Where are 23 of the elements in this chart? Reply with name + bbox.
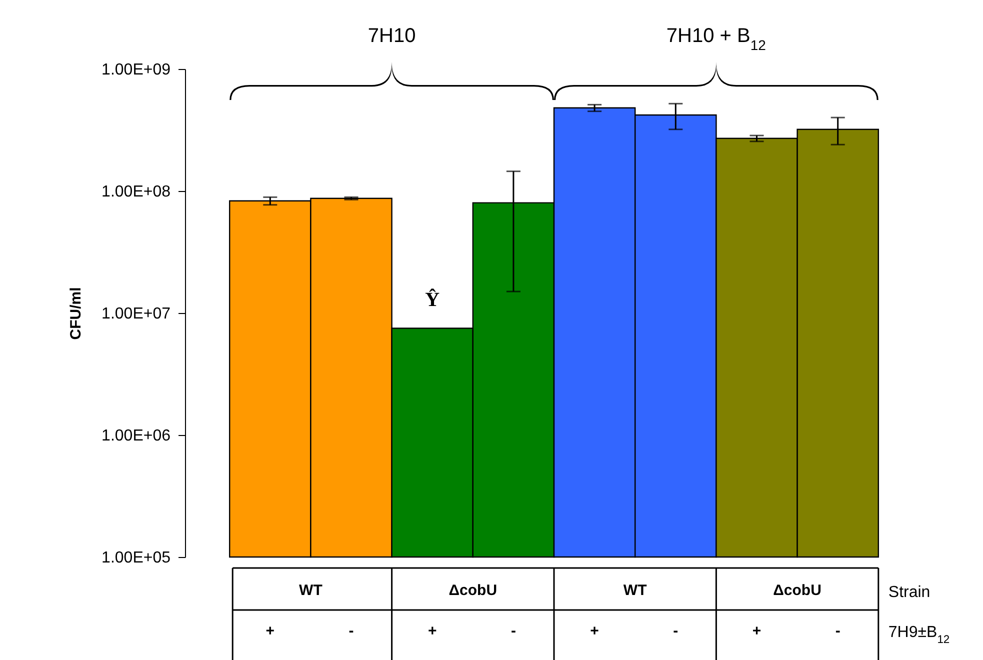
text: 7H10 + B$_{12}$ [666, 25, 766, 53]
x-tick-label: - [510, 622, 516, 640]
x-tick-label: + [752, 622, 762, 640]
y-tick-label: 1.00E+09 [102, 62, 171, 78]
y-axis-title: CFU/ml [68, 287, 85, 340]
text: WT [623, 582, 647, 599]
y-tick-label: 1.00E+08 [102, 184, 171, 200]
annotation: Ŷ [425, 288, 440, 312]
text: ΔcobU [448, 582, 498, 599]
x-tick-label: - [348, 622, 354, 640]
text: 7H9±B$_{12}$ [888, 624, 950, 646]
text: Strain [888, 584, 930, 601]
x-tick-label: - [673, 622, 678, 640]
y-tick-label: 1.00E+06 [102, 428, 171, 444]
text: WT [299, 582, 322, 599]
x-tick-label: + [590, 622, 600, 640]
y-tick-label: 1.00E+05 [102, 550, 171, 566]
x-tick-label: - [835, 622, 840, 640]
y-tick-label: 1.00E+07 [102, 306, 171, 322]
text: ΔcobU [773, 582, 822, 599]
x-tick-label: + [266, 622, 275, 640]
text: 7H10 [368, 25, 416, 47]
x-tick-label: + [428, 622, 437, 640]
